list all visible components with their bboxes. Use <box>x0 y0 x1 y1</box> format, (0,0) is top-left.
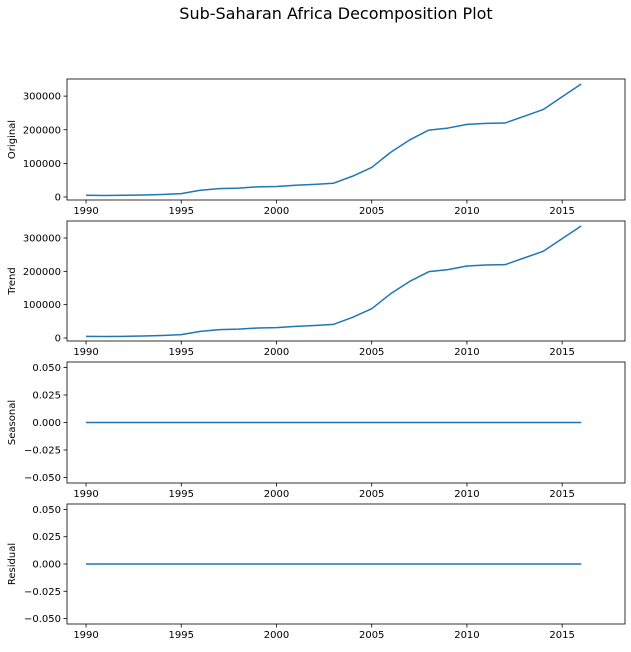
x-tick-label: 2015 <box>549 206 574 217</box>
y-tick-label: 300000 <box>23 92 61 103</box>
series-line-trend <box>86 225 582 338</box>
x-tick-label: 2000 <box>264 347 289 358</box>
x-tick-label: 1995 <box>169 206 194 217</box>
x-tick-label: 2000 <box>264 206 289 217</box>
x-tick-label: 2015 <box>549 347 574 358</box>
y-tick-label: 300000 <box>23 234 61 245</box>
x-tick-label: 1995 <box>169 347 194 358</box>
x-tick-label: 2000 <box>264 630 289 641</box>
x-tick-label: 2005 <box>359 630 384 641</box>
figure-title: Sub-Saharan Africa Decomposition Plot <box>179 4 492 23</box>
axes-frame <box>66 78 626 201</box>
x-tick-label: 1990 <box>73 630 98 641</box>
series-line-original <box>86 83 582 197</box>
y-tick-label: 0.000 <box>32 560 61 571</box>
x-tick-label: 2010 <box>454 206 479 217</box>
panel-original: 1990 1995 2000 2005 2010 2015 0 100000 200000 300… <box>7 78 626 217</box>
x-tick-label: 1995 <box>169 489 194 500</box>
x-tick-label: 2015 <box>549 489 574 500</box>
y-tick-label: 0.025 <box>32 532 61 543</box>
y-tick-label: 0 <box>55 334 61 345</box>
x-tick-label: 2000 <box>264 489 289 500</box>
y-tick-label: 100000 <box>23 159 61 170</box>
y-tick-label: 0.050 <box>32 505 61 516</box>
x-tick-label: 1990 <box>73 206 98 217</box>
axes-frame <box>66 220 626 342</box>
y-axis-label: Residual <box>7 543 18 585</box>
x-tick-label: 2010 <box>454 630 479 641</box>
x-tick-label: 2010 <box>454 347 479 358</box>
x-tick-label: 1990 <box>73 347 98 358</box>
y-tick-label: 0 <box>55 192 61 203</box>
x-tick-label: 1995 <box>169 630 194 641</box>
y-tick-label: 200000 <box>23 267 61 278</box>
x-tick-label: 2005 <box>359 489 384 500</box>
panel-seasonal: 1990 1995 2000 2005 2010 2015 0.050 0.025 0.000 −… <box>7 361 626 500</box>
x-tick-label: 1990 <box>73 489 98 500</box>
y-tick-label: −0.025 <box>24 446 61 457</box>
y-tick-label: 100000 <box>23 300 61 311</box>
x-tick-label: 2010 <box>454 489 479 500</box>
y-tick-label: 0.050 <box>32 363 61 374</box>
y-tick-label: 0.000 <box>32 418 61 429</box>
x-tick-label: 2005 <box>359 206 384 217</box>
x-tick-label: 2005 <box>359 347 384 358</box>
y-axis-label: Seasonal <box>7 400 18 445</box>
x-tick-label: 2015 <box>549 630 574 641</box>
y-tick-label: −0.025 <box>24 587 61 598</box>
y-tick-label: 200000 <box>23 125 61 136</box>
y-axis-label: Original <box>7 120 18 159</box>
panel-residual: 1990 1995 2000 2005 2010 2015 0.050 0.025 0.000 −… <box>7 503 626 641</box>
y-tick-label: 0.025 <box>32 391 61 402</box>
panel-trend: 1990 1995 2000 2005 2010 2015 0 100000 200000 300… <box>7 220 626 358</box>
y-tick-label: −0.050 <box>24 473 61 484</box>
y-axis-label: Trend <box>7 267 18 295</box>
y-tick-label: −0.050 <box>24 614 61 625</box>
